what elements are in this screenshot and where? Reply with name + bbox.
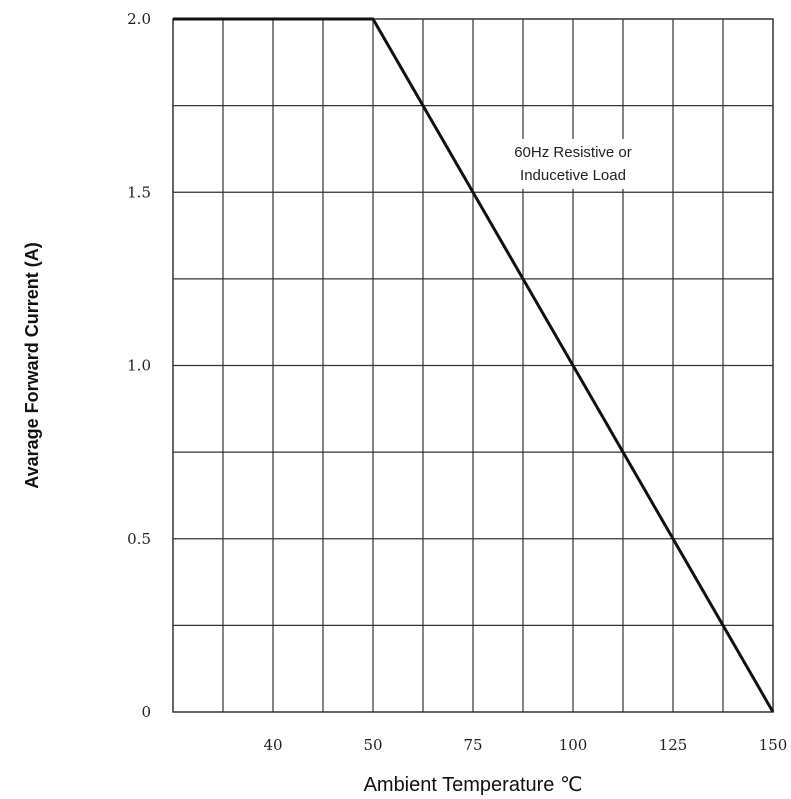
x-axis-title: Ambient Temperature ℃ bbox=[364, 774, 583, 796]
y-tick-labels: 0 0.5 1.0 1.5 2.0 bbox=[127, 10, 151, 721]
annotation: 60Hz Resistive or Inducetive Load bbox=[495, 138, 651, 189]
x-tick-label: 40 bbox=[263, 736, 282, 754]
x-tick-label: 150 bbox=[759, 736, 788, 754]
y-tick-label: 2.0 bbox=[127, 10, 151, 28]
derating-curve bbox=[173, 17, 775, 713]
x-tick-label: 125 bbox=[659, 736, 688, 754]
annotation-background bbox=[495, 138, 651, 189]
y-axis-title: Avarage Forward Current (A) bbox=[22, 242, 42, 488]
x-tick-labels: 40 50 75 100 125 150 bbox=[263, 736, 787, 754]
x-tick-label: 50 bbox=[363, 736, 382, 754]
annotation-line-2: Inducetive Load bbox=[520, 167, 626, 184]
y-tick-label: 1.0 bbox=[127, 357, 151, 375]
x-tick-label: 75 bbox=[463, 736, 482, 754]
y-tick-label: 0 bbox=[141, 703, 151, 721]
y-tick-label: 1.5 bbox=[127, 183, 151, 201]
grid bbox=[173, 19, 773, 712]
y-tick-label: 0.5 bbox=[127, 530, 151, 548]
x-tick-label: 100 bbox=[559, 736, 588, 754]
plot-frame bbox=[172, 18, 774, 713]
annotation-line-1: 60Hz Resistive or bbox=[514, 144, 632, 161]
series-layer bbox=[173, 17, 775, 713]
